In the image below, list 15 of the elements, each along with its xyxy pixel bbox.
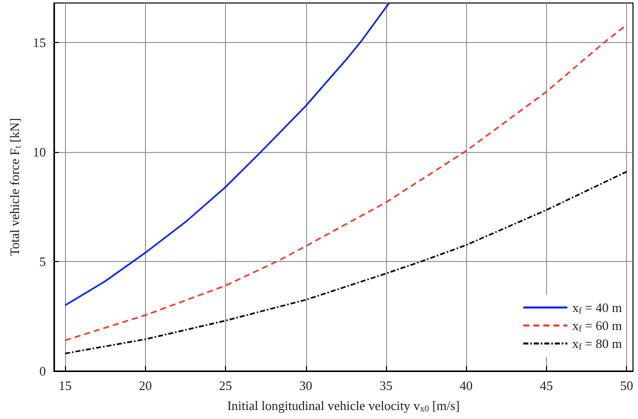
line-series: [64, 170, 628, 354]
y-axis-title: Total vehicle force Ft [kN]: [7, 118, 22, 256]
line-series: [64, 2, 390, 306]
x-tick-label: 25: [219, 378, 232, 393]
y-tick-label: 10: [32, 144, 46, 160]
x-tick-label: 20: [138, 378, 152, 393]
x-tick-label: 35: [379, 378, 392, 393]
x-tick-label: 45: [540, 378, 553, 393]
x-tick-label: 50: [620, 378, 634, 393]
y-tick-label: 5: [39, 254, 46, 269]
x-tick-label: 40: [460, 378, 473, 393]
x-tick-label: 15: [58, 378, 72, 393]
x-tick-label: 30: [299, 378, 312, 393]
y-tick-label: 0: [39, 364, 46, 378]
y-tick-label: 15: [32, 34, 46, 50]
